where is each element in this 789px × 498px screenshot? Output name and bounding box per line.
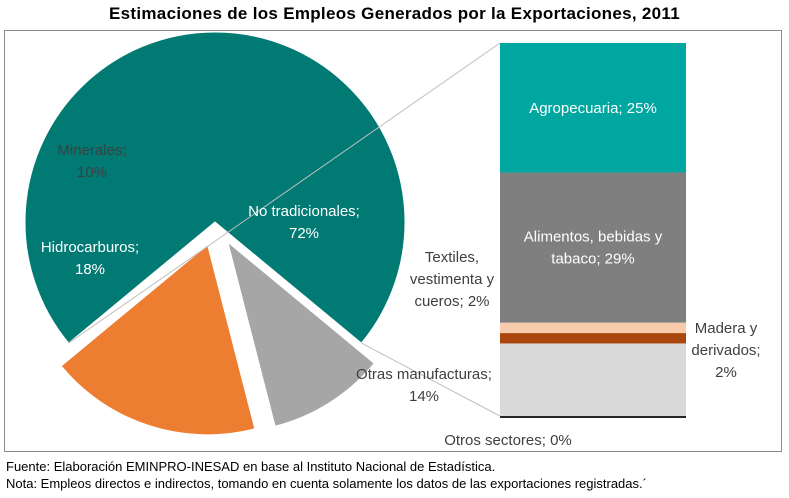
bar-segment-textiles (500, 322, 686, 334)
bar-segment-otras-manufacturas (500, 343, 686, 416)
bar-label-alimentos-bebidas-y: Alimentos, bebidas y tabaco; 29% (524, 229, 663, 268)
bar-label-madera-y: Madera y derivados; 2% (691, 320, 760, 381)
bar-label-agropecuaria: Agropecuaria; 25% (529, 100, 657, 117)
pie-label-minerales: Minerales; 10% (57, 142, 126, 181)
bar-label-textiles: Textiles, vestimenta y cueros; 2% (410, 249, 495, 310)
chart-frame (4, 30, 782, 452)
pie-slice-hidrocarburos (60, 243, 256, 436)
pie-label-no-tradicionales: No tradicionales; 72% (248, 203, 360, 242)
chart-title: Estimaciones de los Empleos Generados po… (109, 4, 680, 23)
footer-source: Fuente: Elaboración EMINPRO-INESAD en ba… (6, 459, 496, 474)
pie-label-hidrocarburos: Hidrocarburos; 18% (41, 239, 139, 278)
pie-slice-no-tradicionales (24, 31, 406, 344)
bar-segment-agropecuaria (500, 43, 686, 173)
connector-line-top (68, 42, 501, 344)
bar-segment-madera-y (500, 333, 686, 344)
bar-segment-alimentos-bebidas-y (500, 172, 686, 323)
bar-label-otras-manufacturas: Otras manufacturas; 14% (356, 366, 492, 405)
bar-label-otros-sectores: Otros sectores; 0% (444, 432, 572, 449)
bar-segment-otros-sectores (500, 416, 686, 418)
pie-slice-minerales (226, 240, 375, 427)
connector-line-bottom (361, 342, 501, 417)
footer-note: Nota: Empleos directos e indirectos, tom… (6, 476, 647, 491)
